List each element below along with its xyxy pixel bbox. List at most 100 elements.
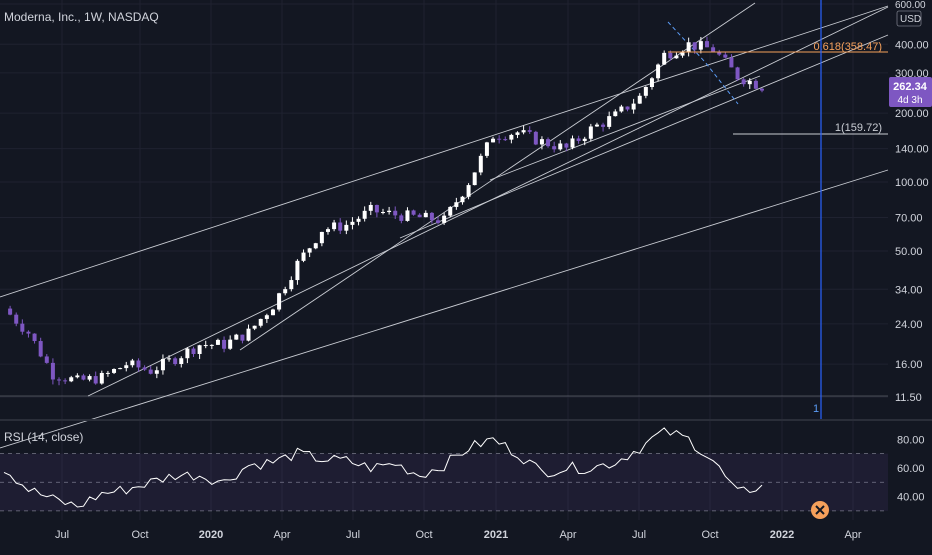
last-price-countdown: 4d 3h <box>897 95 922 106</box>
fib-618-label: 0.618(358.47) <box>814 41 883 53</box>
candle-body <box>246 328 251 341</box>
candle-body <box>258 318 263 326</box>
candle-body <box>197 345 202 354</box>
price-tick-label: 34.00 <box>895 284 923 296</box>
candle-body <box>601 124 606 127</box>
time-tick-label: Apr <box>559 529 576 541</box>
candle-body <box>521 130 526 133</box>
time-tick-label: Jul <box>346 529 360 541</box>
candle-body <box>478 155 483 173</box>
candle-body <box>686 42 691 52</box>
candle-body <box>118 368 123 370</box>
candle-body <box>20 323 25 332</box>
candle-body <box>252 325 257 329</box>
candle-body <box>613 111 618 117</box>
candle-body <box>747 80 752 85</box>
candle-body <box>619 106 624 112</box>
rsi-axis[interactable]: 80.00 60.00 40.00 <box>897 434 925 503</box>
candle-body <box>588 126 593 139</box>
price-tick-label: 100.00 <box>895 177 929 189</box>
rsi-band <box>0 453 888 511</box>
main-grid <box>0 0 888 520</box>
candle-body <box>191 348 196 354</box>
price-tick-label: 24.00 <box>895 319 923 331</box>
candle-body <box>423 212 428 218</box>
candle-body <box>442 215 447 223</box>
candle-body <box>338 222 343 231</box>
candle-body <box>448 206 453 216</box>
trend-lines[interactable] <box>0 2 889 449</box>
candle-body <box>75 375 80 378</box>
candle-body <box>741 79 746 85</box>
trendline-wedge-base[interactable] <box>489 75 761 181</box>
close-icon[interactable] <box>811 501 829 519</box>
candle-body <box>136 360 141 368</box>
trendline-lower-channel[interactable] <box>0 169 889 449</box>
candle-body <box>374 204 379 213</box>
candle-body <box>717 51 722 55</box>
candle-body <box>552 146 557 150</box>
candle-body <box>368 204 373 211</box>
candle-body <box>625 106 630 110</box>
candle-body <box>381 212 385 214</box>
candle-body <box>472 172 477 186</box>
candle-body <box>466 185 471 197</box>
candle-body <box>44 356 49 363</box>
candle-body <box>637 95 642 104</box>
candle-body <box>662 52 667 65</box>
candle-body <box>564 143 569 148</box>
candle-body <box>270 309 275 316</box>
price-tick-label: 50.00 <box>895 246 923 258</box>
price-tick-label: 600.00 <box>895 0 926 11</box>
candle-body <box>429 212 434 221</box>
candle-body <box>112 369 117 373</box>
candle-body <box>307 248 312 253</box>
candle-body <box>711 47 716 52</box>
candle-body <box>350 221 355 225</box>
candle-body <box>87 376 92 380</box>
candle-body <box>222 339 227 349</box>
trendline-mid-rise[interactable] <box>239 2 756 351</box>
candle-body <box>760 88 764 91</box>
candle-body <box>643 87 648 96</box>
candle-body <box>105 372 110 374</box>
trendline-upper-channel[interactable] <box>0 5 889 298</box>
candle-body <box>539 139 544 145</box>
candle-body <box>656 64 661 79</box>
price-tick-label: 400.00 <box>895 39 929 51</box>
time-tick-label: 2022 <box>770 529 794 541</box>
price-tick-label: 200.00 <box>895 108 929 120</box>
candle-body <box>436 220 441 223</box>
fib-1-label: 1(159.72) <box>835 122 882 134</box>
candle-body <box>167 358 172 360</box>
candle-body <box>729 57 734 68</box>
time-tick-label: Oct <box>131 529 148 541</box>
candle-body <box>649 78 654 88</box>
last-price-tag[interactable]: 262.34 4d 3h <box>889 77 932 107</box>
candle-body <box>50 362 55 380</box>
candle-body <box>8 308 13 315</box>
candle-body <box>527 130 532 132</box>
price-axis[interactable]: 400.00 300.00 200.00 140.00 100.00 70.00 50.00… <box>895 0 929 404</box>
rsi-title: RSI (14, close) <box>4 430 83 444</box>
candle-body <box>405 210 410 221</box>
time-axis[interactable]: Jul Oct 2020 Apr Jul Oct 2021 Apr Jul Oct 2022 Apr <box>55 529 862 541</box>
trendline-wedge-top[interactable] <box>399 34 889 239</box>
candle-body <box>203 345 208 347</box>
candle-body <box>411 210 416 215</box>
candle-body <box>417 214 422 218</box>
candle-body <box>570 138 575 148</box>
candle-body <box>674 55 679 59</box>
candle-body <box>142 367 147 370</box>
candle-body <box>179 358 184 365</box>
candle-body <box>277 293 282 310</box>
candle-body <box>313 243 318 249</box>
currency-box[interactable] <box>896 10 922 27</box>
candle-body <box>735 67 740 80</box>
candle-body <box>325 229 330 232</box>
candle-body <box>283 289 288 294</box>
price-tick-label: 16.00 <box>895 359 923 371</box>
rsi-tick-label: 60.00 <box>897 463 925 475</box>
